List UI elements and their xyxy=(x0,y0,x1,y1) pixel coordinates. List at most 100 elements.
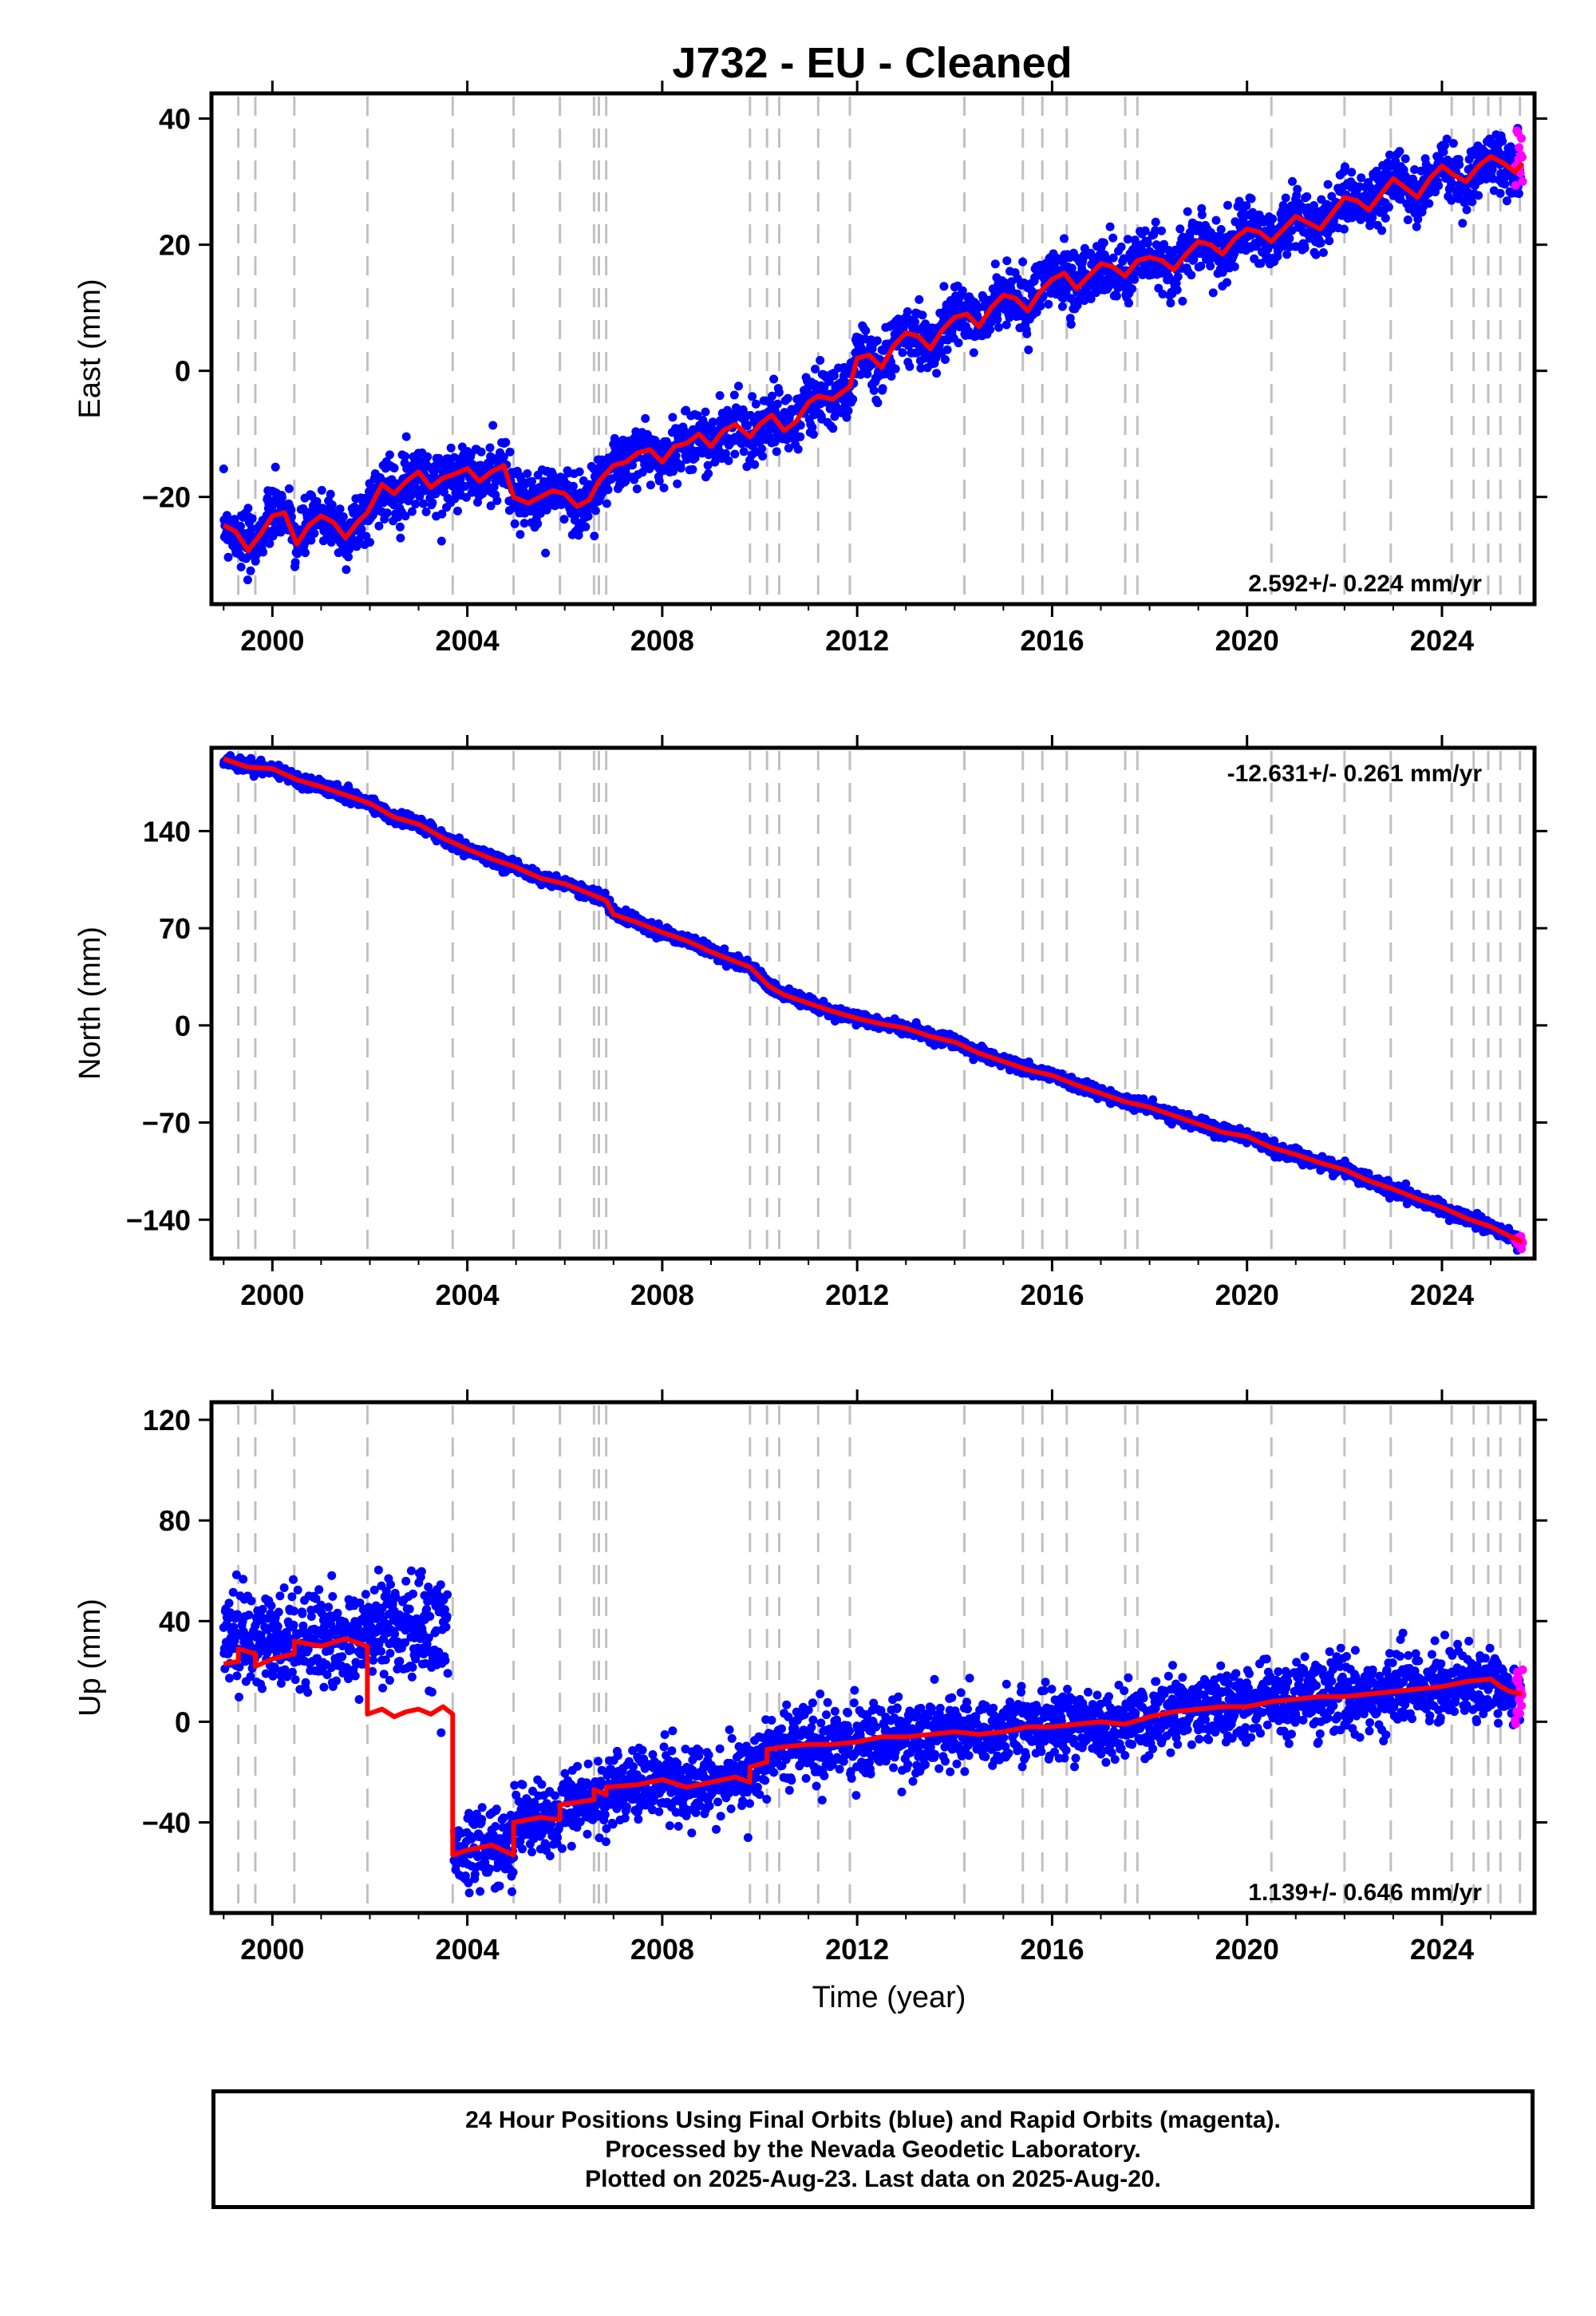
final-point xyxy=(673,479,682,488)
x-tick-label: 2008 xyxy=(630,624,694,657)
figure-title: J732 - EU - Cleaned xyxy=(672,39,1072,87)
final-point xyxy=(1099,238,1108,247)
final-point xyxy=(793,445,803,454)
final-point xyxy=(887,372,896,381)
final-point xyxy=(932,369,942,378)
panel-north: 2000 2004 2008 2012 2016 2020 2024−140−7007014… xyxy=(73,735,1547,1311)
final-point xyxy=(265,539,275,548)
final-point xyxy=(729,390,739,400)
final-point xyxy=(428,498,437,508)
final-point xyxy=(385,450,394,460)
final-point xyxy=(1377,226,1387,235)
final-point xyxy=(1024,345,1033,354)
final-point xyxy=(748,392,757,401)
final-point xyxy=(219,464,228,473)
final-point xyxy=(1216,225,1226,234)
final-point xyxy=(1066,319,1076,329)
y-tick-label: 0 xyxy=(175,355,191,388)
final-point xyxy=(317,485,326,495)
final-point xyxy=(1462,205,1472,215)
final-point xyxy=(1323,180,1333,189)
y-axis-title: East (mm) xyxy=(73,279,107,418)
final-point xyxy=(915,294,924,304)
final-point xyxy=(1458,219,1468,228)
final-point xyxy=(632,484,642,494)
final-point xyxy=(1293,184,1302,194)
final-point xyxy=(401,432,411,441)
y-tick-label: 40 xyxy=(159,103,191,136)
final-point xyxy=(1116,242,1126,251)
final-point xyxy=(676,464,685,473)
final-point xyxy=(641,413,650,423)
final-point xyxy=(407,507,417,516)
final-point xyxy=(811,365,820,373)
final-point xyxy=(419,499,428,508)
final-point xyxy=(501,437,511,447)
final-point xyxy=(1057,302,1067,311)
final-point xyxy=(808,429,818,439)
final-point xyxy=(994,322,1003,332)
final-point xyxy=(1302,192,1312,201)
final-point xyxy=(816,356,825,365)
final-point xyxy=(704,468,713,478)
final-point xyxy=(1105,222,1115,231)
final-point xyxy=(243,504,253,513)
final-point xyxy=(1211,215,1221,225)
final-point xyxy=(774,388,784,397)
final-point xyxy=(271,462,280,472)
final-point xyxy=(872,336,882,346)
final-point xyxy=(646,480,655,490)
panels: 2000 2004 2008 2012 2016 2020 2024−2002040East… xyxy=(73,81,1547,2014)
rapid-point xyxy=(1518,176,1527,186)
final-point xyxy=(668,413,678,422)
final-point xyxy=(437,536,446,546)
final-point xyxy=(1128,284,1137,294)
final-point xyxy=(688,464,697,474)
final-point xyxy=(1112,291,1121,301)
final-point xyxy=(986,325,995,334)
final-point xyxy=(395,522,405,532)
final-point xyxy=(1381,213,1390,223)
final-point xyxy=(1183,207,1192,216)
final-point xyxy=(541,548,551,558)
final-point xyxy=(326,489,335,499)
final-point xyxy=(724,456,733,465)
final-point xyxy=(1384,203,1393,211)
final-orbit-points xyxy=(219,124,1525,585)
final-point xyxy=(750,460,760,469)
x-tick-label: 2012 xyxy=(825,624,889,657)
final-point xyxy=(1002,256,1012,266)
final-point xyxy=(575,467,584,476)
final-point xyxy=(993,314,1002,324)
final-point xyxy=(1316,238,1325,247)
final-point xyxy=(828,424,838,433)
final-point xyxy=(751,399,760,409)
final-point xyxy=(1347,168,1357,177)
final-point xyxy=(246,566,255,575)
final-point xyxy=(1172,285,1182,294)
rapid-point xyxy=(1517,133,1527,143)
final-point xyxy=(453,506,462,516)
velocity-label: 2.592+/- 0.224 mm/yr xyxy=(1248,571,1482,597)
panel-east: 2000 2004 2008 2012 2016 2020 2024−2002040East… xyxy=(73,81,1547,657)
final-point xyxy=(1500,180,1510,189)
final-point xyxy=(222,511,231,520)
final-point xyxy=(389,464,399,472)
final-point xyxy=(1223,278,1231,287)
final-point xyxy=(1282,250,1292,259)
final-point xyxy=(1395,147,1404,156)
final-point xyxy=(659,483,669,492)
final-point xyxy=(301,548,310,558)
final-point xyxy=(1434,181,1444,191)
final-point xyxy=(1339,224,1349,234)
final-point xyxy=(1498,136,1507,146)
final-point xyxy=(247,524,257,534)
x-tick-label: 2020 xyxy=(1215,624,1279,657)
final-point xyxy=(1175,224,1185,234)
final-point xyxy=(1060,234,1069,243)
rapid-point xyxy=(1517,152,1527,162)
final-point xyxy=(758,452,768,461)
final-point xyxy=(1448,139,1458,148)
final-point xyxy=(247,514,257,524)
final-point xyxy=(1173,272,1183,282)
